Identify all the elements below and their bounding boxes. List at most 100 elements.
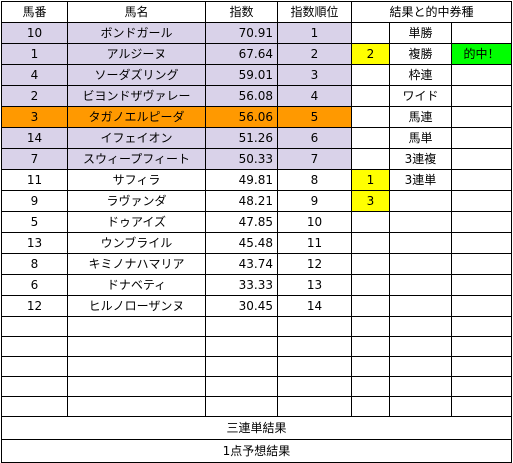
- horse-number-cell[interactable]: [1, 376, 68, 397]
- horse-number-cell[interactable]: 9: [1, 190, 68, 212]
- result-place-cell[interactable]: [351, 336, 390, 357]
- hit-cell[interactable]: 的中！: [451, 43, 512, 65]
- horse-name-cell[interactable]: イフェイオン: [67, 127, 206, 149]
- hit-cell[interactable]: [451, 232, 512, 254]
- horse-number-cell[interactable]: 3: [1, 106, 68, 128]
- index-rank-cell[interactable]: 7: [277, 148, 352, 170]
- index-cell[interactable]: 45.48: [205, 232, 278, 254]
- horse-number-cell[interactable]: [1, 336, 68, 357]
- hit-cell[interactable]: [451, 316, 512, 337]
- horse-name-cell[interactable]: [67, 376, 206, 397]
- index-cell[interactable]: 51.26: [205, 127, 278, 149]
- horse-name-cell[interactable]: スウィープフィート: [67, 148, 206, 170]
- hit-cell[interactable]: [451, 169, 512, 191]
- horse-number-cell[interactable]: 14: [1, 127, 68, 149]
- index-cell[interactable]: [205, 376, 278, 397]
- header-index-rank[interactable]: 指数順位: [277, 1, 352, 23]
- result-place-cell[interactable]: [351, 316, 390, 337]
- index-rank-cell[interactable]: 12: [277, 253, 352, 275]
- result-place-cell[interactable]: 2: [351, 43, 390, 65]
- hit-cell[interactable]: [451, 64, 512, 86]
- result-place-cell[interactable]: [351, 148, 390, 170]
- horse-name-cell[interactable]: ラヴァンダ: [67, 190, 206, 212]
- horse-name-cell[interactable]: ソーダズリング: [67, 64, 206, 86]
- index-rank-cell[interactable]: 6: [277, 127, 352, 149]
- index-cell[interactable]: 47.85: [205, 211, 278, 233]
- index-rank-cell[interactable]: 11: [277, 232, 352, 254]
- ticket-type-cell[interactable]: [389, 211, 452, 233]
- index-cell[interactable]: 30.45: [205, 295, 278, 317]
- index-rank-cell[interactable]: 14: [277, 295, 352, 317]
- horse-name-cell[interactable]: サフィラ: [67, 169, 206, 191]
- result-place-cell[interactable]: [351, 127, 390, 149]
- result-place-cell[interactable]: [351, 22, 390, 44]
- result-place-cell[interactable]: [351, 396, 390, 417]
- result-place-cell[interactable]: [351, 376, 390, 397]
- horse-number-cell[interactable]: 11: [1, 169, 68, 191]
- index-cell[interactable]: [205, 396, 278, 417]
- horse-number-cell[interactable]: [1, 396, 68, 417]
- result-place-cell[interactable]: [351, 85, 390, 107]
- horse-name-cell[interactable]: ウンブライル: [67, 232, 206, 254]
- result-place-cell[interactable]: [351, 106, 390, 128]
- horse-name-cell[interactable]: ボンドガール: [67, 22, 206, 44]
- index-rank-cell[interactable]: [277, 336, 352, 357]
- horse-number-cell[interactable]: 10: [1, 22, 68, 44]
- index-cell[interactable]: 50.33: [205, 148, 278, 170]
- horse-number-cell[interactable]: 6: [1, 274, 68, 296]
- ticket-type-cell[interactable]: [389, 316, 452, 337]
- horse-name-cell[interactable]: [67, 356, 206, 377]
- index-rank-cell[interactable]: 9: [277, 190, 352, 212]
- ticket-type-cell[interactable]: [389, 274, 452, 296]
- horse-name-cell[interactable]: キミノナハマリア: [67, 253, 206, 275]
- horse-number-cell[interactable]: [1, 356, 68, 377]
- index-cell[interactable]: [205, 316, 278, 337]
- hit-cell[interactable]: [451, 376, 512, 397]
- horse-name-cell[interactable]: ヒルノローザンヌ: [67, 295, 206, 317]
- hit-cell[interactable]: [451, 396, 512, 417]
- index-rank-cell[interactable]: 8: [277, 169, 352, 191]
- result-place-cell[interactable]: [351, 211, 390, 233]
- ticket-type-cell[interactable]: [389, 376, 452, 397]
- horse-name-cell[interactable]: [67, 396, 206, 417]
- ticket-type-cell[interactable]: ワイド: [389, 85, 452, 107]
- index-rank-cell[interactable]: [277, 396, 352, 417]
- hit-cell[interactable]: [451, 211, 512, 233]
- hit-cell[interactable]: [451, 356, 512, 377]
- hit-cell[interactable]: [451, 22, 512, 44]
- index-cell[interactable]: [205, 336, 278, 357]
- index-rank-cell[interactable]: [277, 316, 352, 337]
- ticket-type-cell[interactable]: 複勝: [389, 43, 452, 65]
- horse-number-cell[interactable]: 5: [1, 211, 68, 233]
- horse-name-cell[interactable]: [67, 336, 206, 357]
- hit-cell[interactable]: [451, 190, 512, 212]
- index-cell[interactable]: 56.08: [205, 85, 278, 107]
- horse-number-cell[interactable]: 7: [1, 148, 68, 170]
- result-place-cell[interactable]: [351, 253, 390, 275]
- ticket-type-cell[interactable]: 3連複: [389, 148, 452, 170]
- horse-name-cell[interactable]: ドゥアイズ: [67, 211, 206, 233]
- ticket-type-cell[interactable]: [389, 336, 452, 357]
- index-rank-cell[interactable]: 10: [277, 211, 352, 233]
- header-index[interactable]: 指数: [205, 1, 278, 23]
- index-rank-cell[interactable]: 5: [277, 106, 352, 128]
- hit-cell[interactable]: [451, 336, 512, 357]
- result-place-cell[interactable]: [351, 274, 390, 296]
- index-rank-cell[interactable]: 2: [277, 43, 352, 65]
- ticket-type-cell[interactable]: [389, 232, 452, 254]
- hit-cell[interactable]: [451, 127, 512, 149]
- index-cell[interactable]: 48.21: [205, 190, 278, 212]
- ticket-type-cell[interactable]: [389, 190, 452, 212]
- ticket-type-cell[interactable]: [389, 253, 452, 275]
- index-cell[interactable]: 67.64: [205, 43, 278, 65]
- horse-number-cell[interactable]: 13: [1, 232, 68, 254]
- result-place-cell[interactable]: 3: [351, 190, 390, 212]
- horse-name-cell[interactable]: アルジーヌ: [67, 43, 206, 65]
- horse-name-cell[interactable]: [67, 316, 206, 337]
- hit-cell[interactable]: [451, 106, 512, 128]
- result-place-cell[interactable]: [351, 232, 390, 254]
- ticket-type-cell[interactable]: [389, 396, 452, 417]
- result-place-cell[interactable]: [351, 64, 390, 86]
- index-cell[interactable]: 70.91: [205, 22, 278, 44]
- index-cell[interactable]: 49.81: [205, 169, 278, 191]
